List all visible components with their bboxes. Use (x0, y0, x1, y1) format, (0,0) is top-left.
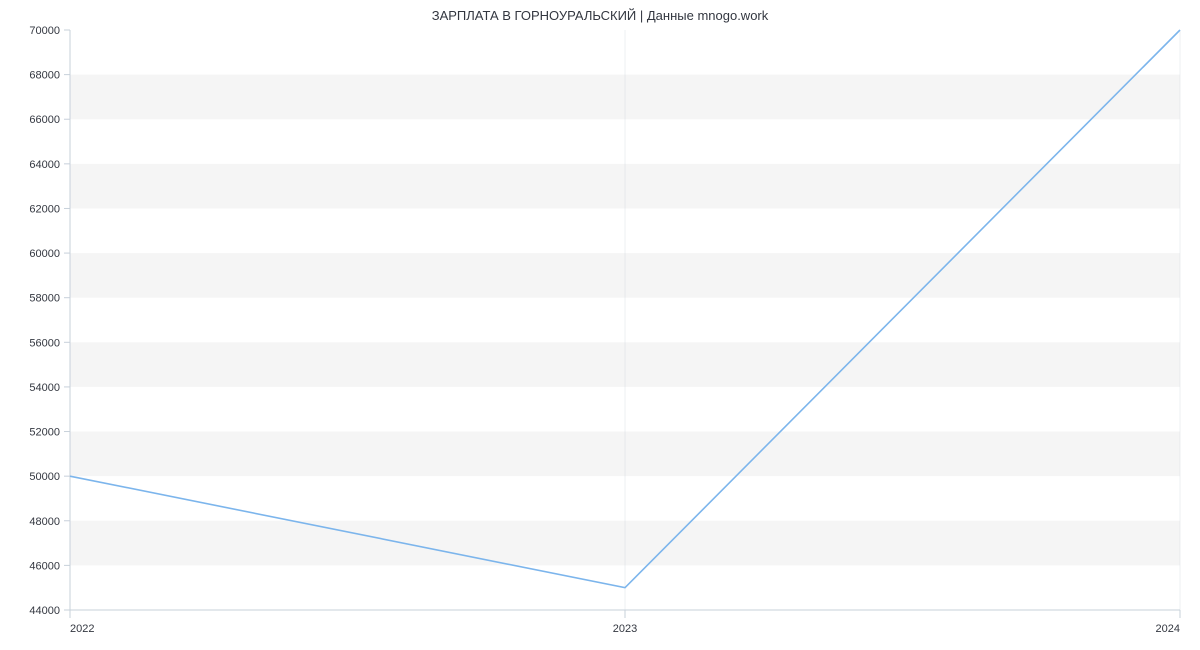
y-tick-label: 46000 (29, 560, 60, 572)
x-tick-label: 2023 (613, 623, 637, 635)
y-tick-label: 68000 (29, 70, 60, 82)
y-tick-label: 54000 (29, 382, 60, 394)
y-tick-label: 44000 (29, 605, 60, 617)
y-tick-label: 50000 (29, 471, 60, 483)
y-tick-label: 64000 (29, 159, 60, 171)
y-tick-label: 70000 (29, 25, 60, 37)
y-tick-label: 58000 (29, 293, 60, 305)
y-tick-label: 60000 (29, 248, 60, 260)
x-tick-label: 2022 (70, 623, 94, 635)
y-tick-label: 48000 (29, 516, 60, 528)
chart-svg: 44000 46000 48000 50000 52000 54000 56000 58000… (0, 0, 1200, 650)
y-tick-label: 52000 (29, 427, 60, 439)
y-tick-label: 56000 (29, 337, 60, 349)
y-tick-label: 62000 (29, 203, 60, 215)
x-tick-label: 2024 (1156, 623, 1180, 635)
line-chart: ЗАРПЛАТА В ГОРНОУРАЛЬСКИЙ | Данные mnogo… (0, 0, 1200, 650)
y-tick-label: 66000 (29, 114, 60, 126)
